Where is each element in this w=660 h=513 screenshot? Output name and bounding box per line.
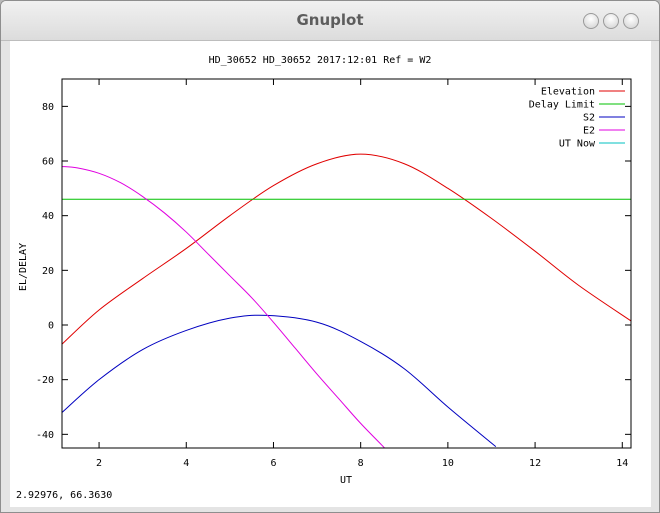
window-frame-left [1, 41, 10, 512]
y-tick-label: -40 [36, 430, 54, 441]
x-tick-label: 6 [270, 458, 276, 469]
x-tick-label: 10 [442, 458, 454, 469]
legend-label: Delay Limit [529, 100, 595, 111]
x-tick-label: 4 [183, 458, 189, 469]
minimize-button[interactable] [583, 13, 599, 29]
series-lines [62, 153, 631, 448]
title-bar[interactable]: Gnuplot [1, 1, 659, 41]
mouse-coordinates-readout: 2.92976, 66.3630 [16, 490, 113, 501]
window-frame-bottom [1, 507, 659, 512]
chart[interactable]: HD_30652 HD_30652 2017:12:01 Ref = W2 2 4… [10, 41, 651, 507]
x-tick-label: 2 [96, 458, 102, 469]
axis-ticks: 2 4 6 8 10 12 14 -40 -20 0 20 40 60 80 [36, 79, 631, 469]
legend-label: S2 [583, 113, 595, 124]
series-line-elevation [62, 153, 631, 345]
y-tick-label: 80 [42, 102, 54, 113]
legend-label: E2 [583, 126, 595, 137]
y-tick-label: -20 [36, 375, 54, 386]
series-line-e2 [62, 165, 386, 448]
chart-title: HD_30652 HD_30652 2017:12:01 Ref = W2 [209, 55, 432, 66]
close-button[interactable] [623, 13, 639, 29]
legend-label: UT Now [559, 139, 596, 150]
series-line-s2 [62, 314, 497, 448]
legend-label: Elevation [541, 87, 595, 98]
maximize-button[interactable] [603, 13, 619, 29]
y-tick-label: 40 [42, 211, 54, 222]
y-tick-label: 0 [48, 321, 54, 332]
x-tick-label: 12 [529, 458, 541, 469]
plot-canvas[interactable]: HD_30652 HD_30652 2017:12:01 Ref = W2 2 4… [10, 41, 651, 507]
window-frame-right [651, 41, 659, 512]
x-tick-label: 8 [358, 458, 364, 469]
legend: Elevation Delay Limit S2 E2 UT Now [529, 87, 625, 150]
y-tick-label: 60 [42, 157, 54, 168]
x-axis-label: UT [340, 475, 352, 486]
y-tick-label: 20 [42, 266, 54, 277]
x-tick-label: 14 [616, 458, 628, 469]
plot-border [61, 78, 632, 449]
window-title: Gnuplot [296, 11, 364, 29]
y-axis-label: EL/DELAY [18, 243, 29, 291]
